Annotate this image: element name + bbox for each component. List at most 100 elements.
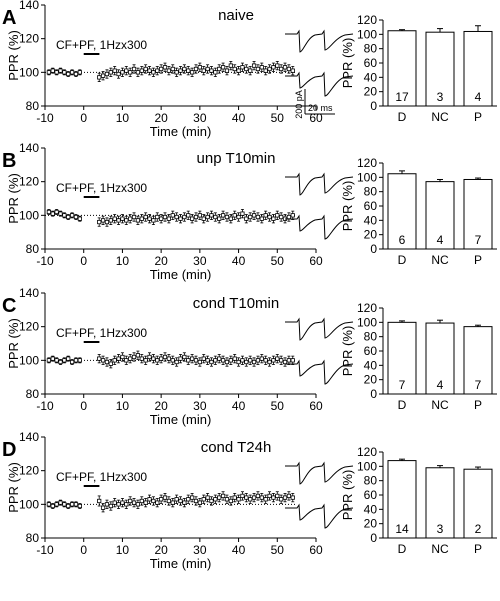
bar-nc: [425, 322, 455, 395]
data-point: [220, 358, 226, 363]
condition-title: cond T10min: [193, 295, 279, 312]
trace-top: [285, 172, 354, 196]
data-point: [151, 70, 156, 75]
x-tick-label: 60: [309, 543, 323, 557]
data-point: [178, 68, 183, 73]
data-point: [166, 498, 171, 504]
data-point: [236, 68, 241, 73]
data-point: [147, 354, 152, 360]
data-point: [267, 214, 272, 220]
data-point: [174, 497, 179, 502]
data-point: [190, 216, 195, 221]
stimulus-label: CF+PF, 1Hzx300: [56, 470, 147, 484]
x-axis-label: Time (min): [150, 556, 212, 571]
bar-y-tick-label: 100: [357, 170, 377, 184]
data-point: [209, 68, 214, 73]
data-point: [240, 358, 245, 363]
y-tick-label: 100: [19, 65, 39, 79]
x-tick-label: 0: [80, 543, 87, 557]
data-point: [290, 213, 295, 218]
data-point: [197, 65, 202, 70]
data-point: [162, 495, 168, 500]
panel-letter: D: [2, 439, 16, 461]
data-point: [190, 495, 195, 500]
bar-y-axis-label: PPR (%): [340, 326, 355, 377]
data-point: [100, 73, 106, 78]
data-point: [251, 63, 257, 68]
x-tick-label: 50: [271, 111, 285, 125]
data-point: [220, 493, 226, 499]
data-point: [205, 495, 210, 500]
data-point: [232, 495, 237, 500]
data-point: [73, 71, 79, 77]
x-tick-label: 60: [309, 111, 323, 125]
y-tick-label: 140: [19, 0, 39, 12]
bar-y-tick-label: 20: [364, 85, 378, 99]
data-point: [131, 66, 137, 72]
panel-letter: B: [2, 150, 16, 172]
data-point: [97, 219, 102, 225]
y-tick-label: 140: [19, 141, 39, 155]
data-point: [186, 497, 191, 502]
data-point: [112, 358, 117, 363]
y-tick-label: 100: [19, 497, 39, 511]
data-point: [104, 359, 110, 365]
data-point: [135, 353, 141, 358]
bar-category-label: P: [474, 253, 482, 267]
data-point: [54, 70, 59, 75]
data-point: [193, 498, 199, 504]
data-point: [275, 356, 280, 361]
data-point: [66, 71, 71, 77]
bar-y-tick-label: 80: [364, 474, 378, 488]
data-point: [263, 213, 268, 218]
y-tick-label: 80: [26, 387, 40, 401]
data-point: [77, 216, 82, 221]
data-point: [139, 216, 144, 221]
data-point: [124, 358, 129, 363]
data-point: [159, 216, 164, 221]
trace-top: [285, 461, 354, 485]
data-point: [70, 502, 75, 507]
stimulus-label: CF+PF, 1Hzx300: [56, 38, 147, 52]
bar-y-tick-label: 0: [370, 99, 377, 113]
data-point: [255, 358, 261, 363]
data-point: [263, 497, 268, 502]
x-tick-label: 50: [271, 543, 285, 557]
data-point: [213, 214, 218, 220]
data-point: [77, 358, 82, 363]
data-point: [66, 214, 71, 220]
bar-nc: [425, 181, 455, 250]
bar-p: [463, 326, 493, 395]
bar-y-tick-label: 120: [357, 13, 377, 27]
data-point: [217, 66, 222, 72]
data-point: [147, 497, 152, 502]
data-point: [50, 211, 55, 216]
data-point: [248, 497, 253, 502]
bar-y-tick-label: 60: [364, 488, 378, 502]
data-point: [135, 502, 141, 507]
data-point: [170, 358, 175, 363]
data-point: [124, 218, 129, 223]
bar-n-label: 7: [475, 378, 482, 392]
data-point: [124, 502, 129, 507]
data-point: [201, 216, 206, 221]
data-point: [244, 216, 249, 221]
data-point: [70, 359, 75, 365]
data-point: [279, 66, 284, 72]
data-point: [197, 359, 202, 365]
data-point: [217, 216, 222, 221]
data-point: [120, 354, 125, 360]
data-point: [62, 358, 67, 363]
data-point: [236, 214, 241, 220]
x-tick-label: 10: [116, 254, 130, 268]
data-point: [128, 356, 133, 361]
y-axis-label: PPR (%): [6, 462, 21, 513]
data-point: [46, 70, 51, 75]
bar-y-tick-label: 120: [357, 156, 377, 170]
y-tick-label: 140: [19, 286, 39, 300]
data-point: [108, 218, 113, 223]
trace-top: [285, 317, 354, 341]
data-point: [217, 495, 222, 500]
data-point: [271, 216, 276, 221]
data-point: [190, 70, 195, 75]
